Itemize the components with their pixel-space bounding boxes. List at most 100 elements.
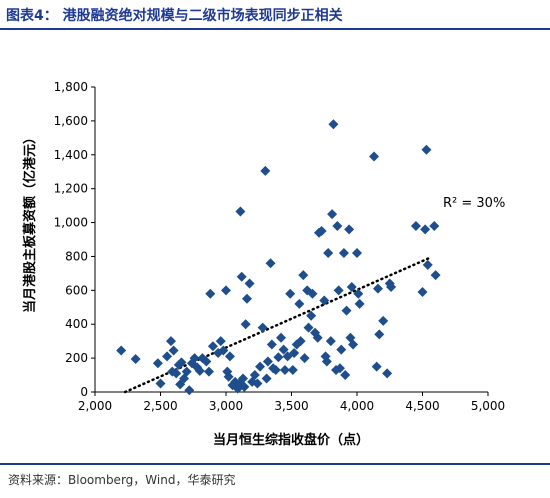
data-point (422, 259, 433, 270)
figure-header: 图表4： 港股融资绝对规模与二级市场表现同步正相关 (0, 0, 550, 30)
data-point (236, 271, 247, 282)
y-tick-label: 800 (65, 249, 88, 263)
figure-title: 图表4： 港股融资绝对规模与二级市场表现同步正相关 (6, 8, 343, 24)
y-tick-label: 1,600 (54, 114, 88, 128)
data-point (382, 368, 393, 379)
x-tick-label: 4,500 (405, 399, 439, 413)
data-point (346, 281, 357, 292)
x-tick-label: 3,500 (274, 399, 308, 413)
data-point (201, 356, 212, 367)
data-point (130, 353, 141, 364)
data-point (287, 364, 298, 375)
data-point (155, 378, 166, 389)
data-point (319, 295, 330, 306)
data-point (371, 361, 382, 372)
data-point (276, 332, 287, 343)
data-point (295, 336, 306, 347)
data-point (421, 144, 432, 155)
y-tick-label: 200 (65, 351, 88, 365)
data-point (215, 336, 226, 347)
data-point (285, 288, 296, 299)
y-tick-label: 600 (65, 283, 88, 297)
data-point (344, 224, 355, 235)
title-divider (0, 28, 550, 30)
data-point (338, 248, 349, 259)
x-axis-title: 当月恒生综指收盘价（点） (213, 432, 369, 448)
data-point (323, 248, 334, 259)
data-point (207, 341, 218, 352)
y-tick-label: 1,000 (54, 216, 88, 230)
data-point (307, 288, 318, 299)
data-point (247, 376, 258, 387)
y-tick-label: 1,200 (54, 182, 88, 196)
data-point (176, 357, 187, 368)
data-point (261, 373, 272, 384)
data-point (417, 287, 428, 298)
data-point (299, 353, 310, 364)
data-point (255, 361, 266, 372)
source-note: 资料来源：Bloomberg，Wind，华泰研究 (8, 473, 236, 487)
data-point (420, 224, 431, 235)
data-point (278, 344, 289, 355)
x-tick-label: 2,000 (78, 399, 112, 413)
data-point (223, 371, 234, 382)
data-point (410, 220, 421, 231)
x-tick-label: 2,500 (143, 399, 177, 413)
data-point (249, 370, 260, 381)
data-point (235, 206, 246, 217)
data-point (372, 283, 383, 294)
data-point (340, 370, 351, 381)
data-point (238, 373, 249, 384)
r-squared-annotation: R² = 30% (443, 196, 505, 211)
data-point (162, 351, 173, 362)
data-point (279, 364, 290, 375)
scatter-chart: 0 200 400 600 800 1,000 1,200 1,400 1,600 1,800 2,… (22, 80, 506, 448)
data-point (171, 368, 182, 379)
data-point (181, 366, 192, 377)
data-point (333, 285, 344, 296)
data-point (257, 322, 268, 333)
data-point (260, 165, 271, 176)
data-point (369, 151, 380, 162)
data-point (354, 298, 365, 309)
data-point (325, 336, 336, 347)
data-point (328, 119, 339, 130)
data-point (353, 288, 364, 299)
data-point (203, 366, 214, 377)
data-point (240, 319, 251, 330)
data-point (386, 281, 397, 292)
data-point (352, 248, 362, 259)
data-point (189, 353, 200, 364)
data-point (205, 288, 216, 299)
data-point (303, 322, 314, 333)
data-point (244, 278, 255, 289)
data-point (168, 345, 179, 356)
data-point (224, 351, 235, 362)
data-point (289, 348, 300, 359)
y-tick-label: 400 (65, 317, 88, 331)
y-axis-title: 当月港股主板募资额（亿港元） (22, 131, 38, 313)
y-tick-label: 0 (80, 385, 88, 399)
data-point (184, 385, 195, 396)
data-point (336, 344, 347, 355)
data-point (312, 332, 323, 343)
axes-layer: 0 200 400 600 800 1,000 1,200 1,400 1,600 1,800 2,… (54, 80, 506, 413)
data-point (152, 358, 163, 369)
data-point (221, 285, 231, 296)
data-point (327, 209, 338, 220)
data-point (266, 339, 277, 350)
data-point (294, 298, 305, 309)
data-point (332, 220, 343, 231)
data-point (306, 310, 317, 321)
data-point (429, 220, 440, 231)
data-point (252, 378, 263, 389)
y-tick-label: 1,800 (54, 80, 88, 94)
data-point (218, 345, 229, 356)
data-point (270, 364, 281, 375)
data-point (430, 270, 441, 281)
points-layer (116, 119, 441, 396)
data-point (262, 356, 273, 367)
data-point (374, 329, 385, 340)
data-point (265, 258, 276, 269)
data-point (298, 270, 309, 281)
